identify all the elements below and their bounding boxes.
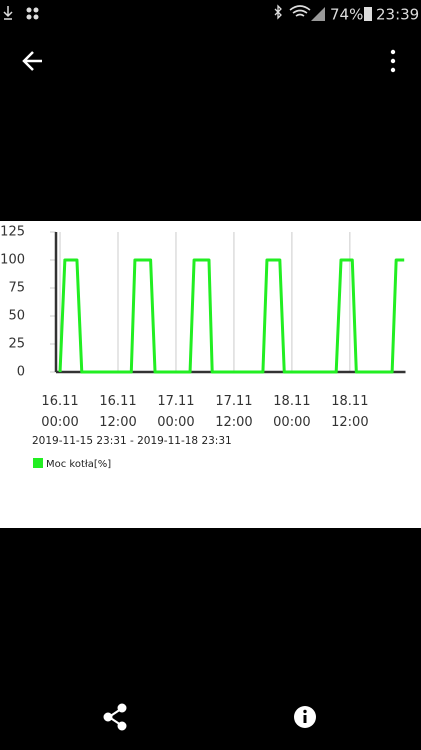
y-tick-label: 100 xyxy=(0,253,25,268)
bluetooth-icon xyxy=(274,4,282,20)
battery-level: 74% xyxy=(330,6,363,24)
legend-label: Moc kotła[%] xyxy=(46,459,111,470)
app-icon xyxy=(26,7,39,20)
y-tick-label: 0 xyxy=(17,365,25,380)
y-tick-label: 125 xyxy=(0,225,25,240)
plot: 0 25 50 75 100 125 xyxy=(0,225,406,380)
y-tick-label: 50 xyxy=(8,309,25,324)
back-button[interactable] xyxy=(22,51,42,71)
x-tick-label: 16.11 00:00 xyxy=(41,394,79,430)
info-button[interactable] xyxy=(294,706,316,728)
clock: 23:39 xyxy=(376,6,419,24)
x-tick-label: 18.11 12:00 xyxy=(331,394,369,430)
wifi-icon xyxy=(289,5,311,17)
y-tick-label: 25 xyxy=(8,337,25,352)
data-line xyxy=(58,258,405,374)
legend-swatch xyxy=(33,458,43,468)
battery-icon xyxy=(364,7,372,21)
download-icon xyxy=(3,6,13,20)
x-tick-label: 17.11 12:00 xyxy=(215,394,253,430)
x-tick-label: 16.11 12:00 xyxy=(99,394,137,430)
x-tick-label: 18.11 00:00 xyxy=(273,394,311,430)
chart-subtitle: 2019-11-15 23:31 - 2019-11-18 23:31 xyxy=(32,435,232,447)
share-button[interactable] xyxy=(103,703,127,731)
signal-icon xyxy=(311,7,325,21)
x-tick-label: 17.11 00:00 xyxy=(157,394,195,430)
y-tick-label: 75 xyxy=(8,281,25,296)
menu-button[interactable] xyxy=(390,49,396,73)
